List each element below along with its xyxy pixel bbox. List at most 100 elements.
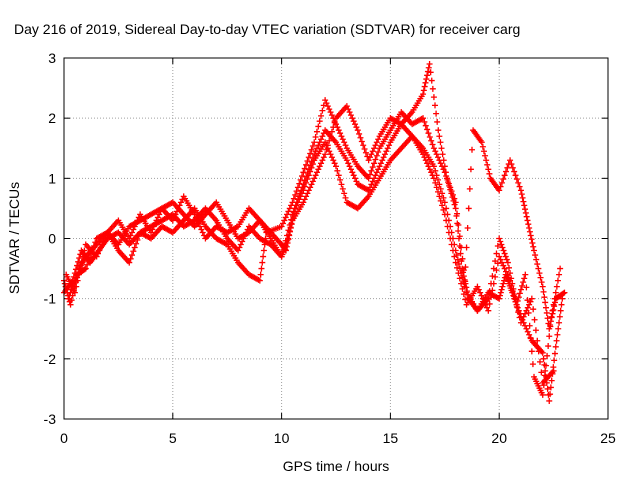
data-point — [433, 151, 440, 158]
data-point — [439, 202, 446, 209]
data-point — [319, 157, 326, 164]
data-point — [425, 130, 432, 137]
data-point — [70, 280, 77, 287]
data-point — [560, 290, 567, 297]
data-point — [236, 244, 243, 251]
data-point — [526, 322, 533, 329]
data-point — [504, 271, 511, 278]
data-point — [483, 157, 490, 164]
data-point — [420, 87, 427, 94]
data-point — [197, 223, 203, 230]
data-point — [548, 377, 555, 384]
data-point — [547, 391, 554, 398]
data-point — [313, 169, 320, 176]
data-point — [176, 202, 183, 209]
data-point — [335, 127, 342, 134]
data-point — [84, 261, 91, 268]
data-point — [430, 175, 437, 182]
data-point — [372, 142, 379, 149]
data-point — [293, 202, 300, 209]
data-point — [494, 260, 501, 267]
data-point — [457, 265, 464, 272]
data-point — [511, 168, 518, 175]
data-point — [557, 307, 564, 314]
data-point — [436, 193, 443, 200]
data-point — [448, 188, 455, 195]
data-point — [482, 301, 489, 308]
x-axis-label: GPS time / hours — [283, 458, 390, 474]
data-point — [320, 154, 327, 161]
data-point — [368, 167, 375, 174]
data-point — [437, 197, 444, 204]
data-point — [99, 241, 106, 248]
data-point — [352, 175, 359, 182]
data-point — [542, 299, 549, 306]
data-point — [477, 289, 484, 296]
data-point — [361, 146, 368, 153]
data-point — [297, 193, 304, 200]
data-point — [503, 268, 509, 275]
data-point — [538, 279, 545, 286]
data-point — [67, 289, 74, 296]
data-point — [371, 175, 378, 182]
data-point — [171, 214, 178, 221]
data-point — [526, 331, 533, 338]
data-point — [500, 280, 507, 287]
data-point — [311, 139, 318, 146]
data-point — [372, 172, 379, 179]
data-point — [454, 210, 461, 217]
data-point — [284, 232, 291, 239]
data-point — [369, 148, 376, 155]
data-point — [353, 178, 360, 185]
data-point — [488, 294, 495, 301]
data-point — [289, 211, 296, 218]
data-point — [318, 136, 325, 143]
data-point — [512, 298, 519, 305]
data-point — [319, 107, 326, 114]
data-point — [301, 183, 308, 190]
data-point — [323, 142, 330, 149]
data-point — [424, 126, 431, 133]
data-point — [72, 274, 79, 281]
data-point — [508, 282, 515, 289]
data-point — [455, 270, 462, 277]
data-point — [522, 206, 529, 213]
data-point — [135, 214, 142, 221]
data-point — [368, 181, 375, 188]
data-point — [474, 283, 481, 290]
data-point — [486, 300, 493, 307]
data-point — [537, 358, 543, 365]
data-point — [480, 148, 487, 155]
data-point — [509, 164, 516, 171]
data-point — [133, 240, 140, 247]
data-point — [440, 206, 447, 213]
y-tick-label: 1 — [48, 170, 56, 186]
data-point — [482, 152, 489, 159]
data-point — [88, 250, 95, 257]
data-point — [490, 280, 497, 287]
data-point — [386, 142, 393, 149]
data-point — [547, 384, 554, 391]
data-point — [531, 247, 538, 254]
data-point — [544, 315, 551, 322]
data-point — [424, 72, 431, 79]
data-point — [285, 208, 292, 215]
data-point — [68, 286, 75, 293]
data-point — [447, 235, 454, 242]
data-point — [494, 243, 501, 250]
data-point — [493, 267, 500, 274]
data-point — [95, 250, 101, 257]
data-point — [296, 180, 303, 187]
data-point — [284, 211, 291, 218]
data-point — [92, 239, 99, 246]
data-point — [322, 97, 329, 104]
data-point — [135, 233, 142, 240]
data-point — [553, 337, 560, 344]
data-point — [507, 277, 514, 284]
data-point — [540, 355, 547, 362]
data-point — [421, 83, 428, 90]
data-point — [502, 253, 509, 260]
data-point — [485, 166, 492, 173]
data-point — [358, 138, 365, 145]
data-point — [131, 223, 138, 230]
